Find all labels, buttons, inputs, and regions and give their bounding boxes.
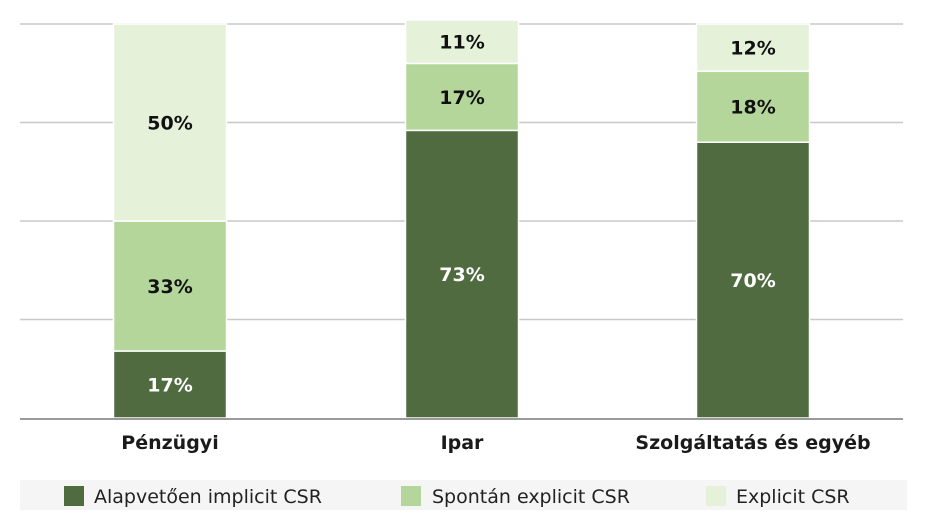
legend-label-1: Spontán explicit CSR [432,486,630,508]
bar-segment-1-2 [404,19,520,65]
bars [112,19,811,419]
x-tick-label-2: Szolgáltatás és egyéb [635,432,870,454]
legend-background [20,480,907,510]
bar-segment-1-1 [404,62,520,132]
data-label-2-1: 18% [730,97,775,119]
x-axis: Pénzügyi Ipar Szolgáltatás és egyéb [20,418,903,454]
bar-segment-2-2 [695,23,811,73]
x-tick-label-1: Ipar [441,432,484,454]
data-label-0-2: 50% [147,113,192,135]
legend-label-2: Explicit CSR [736,486,850,508]
bar-segment-1-0 [404,129,520,419]
data-label-1-2: 11% [439,32,484,54]
legend: Alapvetően implicit CSR Spontán explicit … [20,480,907,510]
bar-segment-0-2 [112,23,228,222]
x-tick-label-0: Pénzügyi [121,432,218,454]
data-label-1-1: 17% [439,87,484,109]
data-label-0-1: 33% [147,276,192,298]
data-label-1-0: 73% [439,264,484,286]
data-label-2-0: 70% [730,270,775,292]
data-labels: 17% 33% 50% 73% 17% 11% 70% 18% 12% [147,32,775,397]
data-label-2-2: 12% [730,38,775,60]
bar-segment-2-1 [695,70,811,143]
legend-swatch-2 [706,486,726,506]
legend-swatch-0 [64,486,84,506]
data-label-0-0: 17% [147,375,192,397]
bar-segment-2-0 [695,141,811,419]
bar-segment-0-0 [112,350,228,419]
legend-label-0: Alapvetően implicit CSR [94,486,322,508]
legend-swatch-1 [401,486,421,506]
bar-segment-0-1 [112,220,228,352]
